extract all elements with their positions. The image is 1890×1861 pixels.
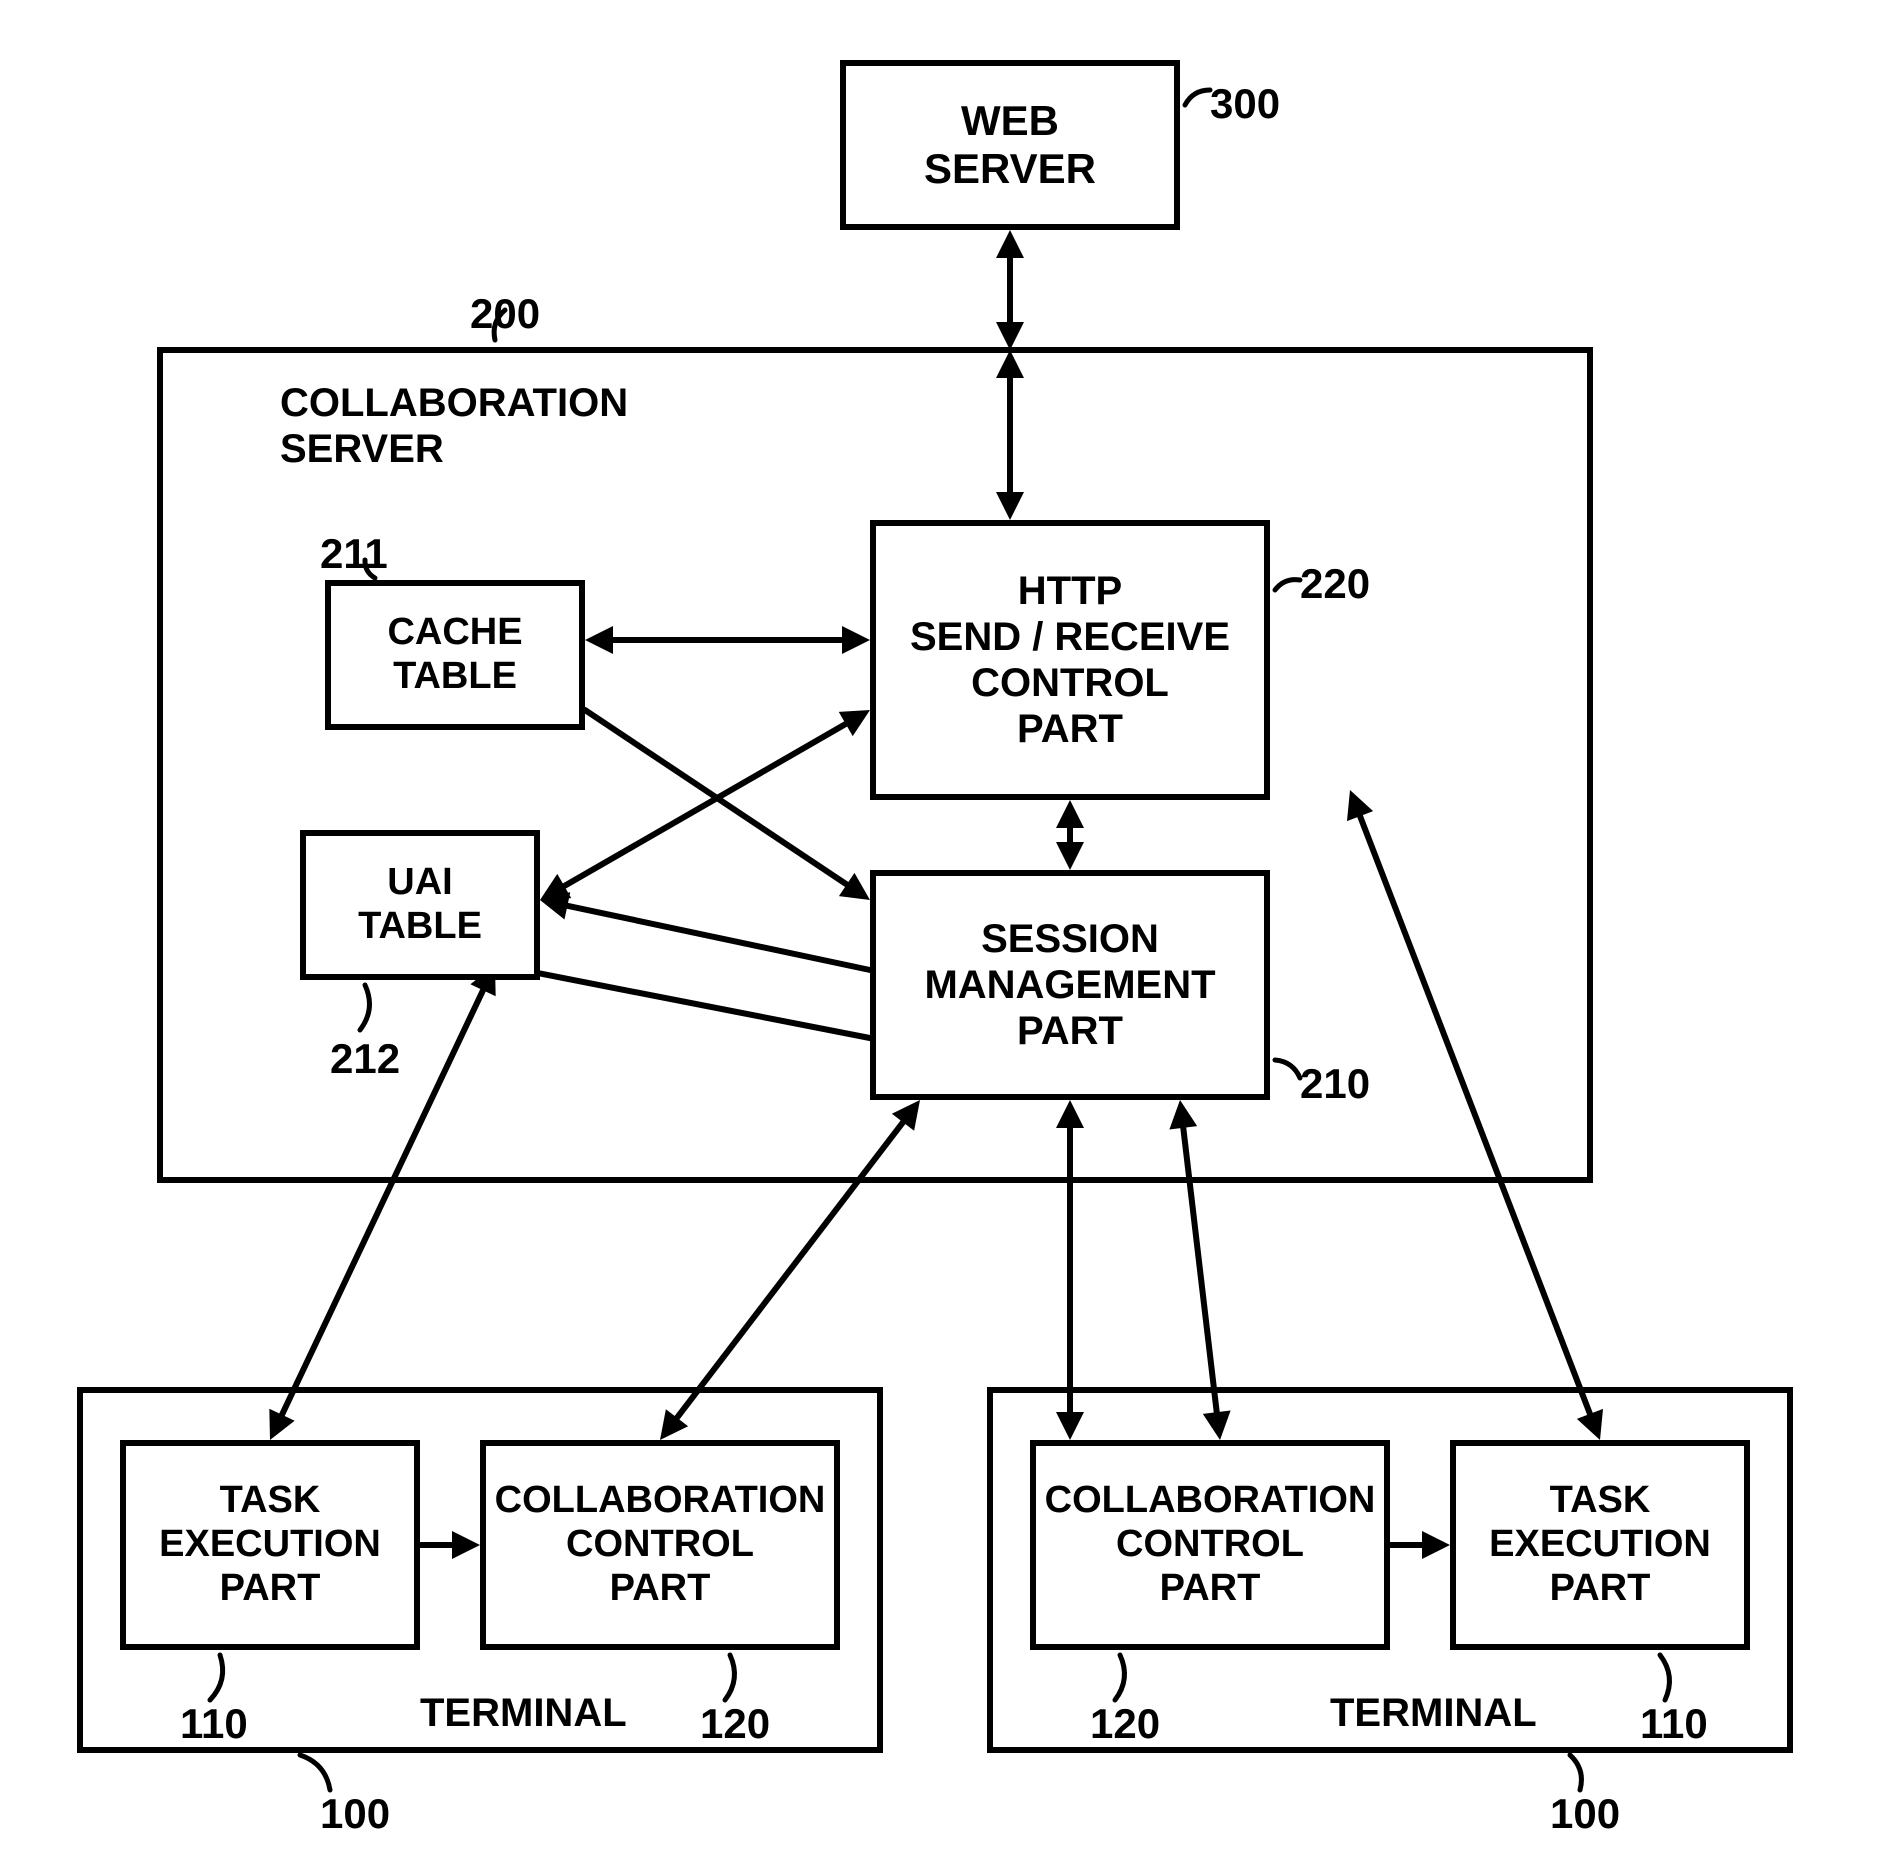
container-title-collab_server: COLLABORATION SERVER [280, 380, 628, 472]
box-t1_collab: COLLABORATION CONTROL PART [480, 1440, 840, 1650]
box-session_mgmt: SESSION MANAGEMENT PART [870, 870, 1270, 1100]
box-t1_task: TASK EXECUTION PART [120, 1440, 420, 1650]
container-title-terminal1: TERMINAL [420, 1690, 627, 1736]
ref-label-210: 210 [1300, 1060, 1370, 1108]
ref-label-211: 211 [320, 530, 388, 578]
box-web_server: WEB SERVER [840, 60, 1180, 230]
box-http_ctrl: HTTP SEND / RECEIVE CONTROL PART [870, 520, 1270, 800]
ref-label-300: 300 [1210, 80, 1280, 128]
box-uai_table: UAI TABLE [300, 830, 540, 980]
ref-label-212: 212 [330, 1035, 400, 1083]
ref-label-110b: 110 [1640, 1700, 1708, 1748]
ref-label-200: 200 [470, 290, 540, 338]
ref-label-100a: 100 [320, 1790, 390, 1838]
diagram-stage: COLLABORATION SERVER TERMINAL TERMINAL WEB … [0, 0, 1890, 1861]
ref-label-120a: 120 [700, 1700, 770, 1748]
box-cache_table: CACHE TABLE [325, 580, 585, 730]
ref-label-120b: 120 [1090, 1700, 1160, 1748]
ref-label-110a: 110 [180, 1700, 248, 1748]
container-title-terminal2: TERMINAL [1330, 1690, 1537, 1736]
ref-label-220: 220 [1300, 560, 1370, 608]
box-t2_collab: COLLABORATION CONTROL PART [1030, 1440, 1390, 1650]
ref-label-100b: 100 [1550, 1790, 1620, 1838]
box-t2_task: TASK EXECUTION PART [1450, 1440, 1750, 1650]
